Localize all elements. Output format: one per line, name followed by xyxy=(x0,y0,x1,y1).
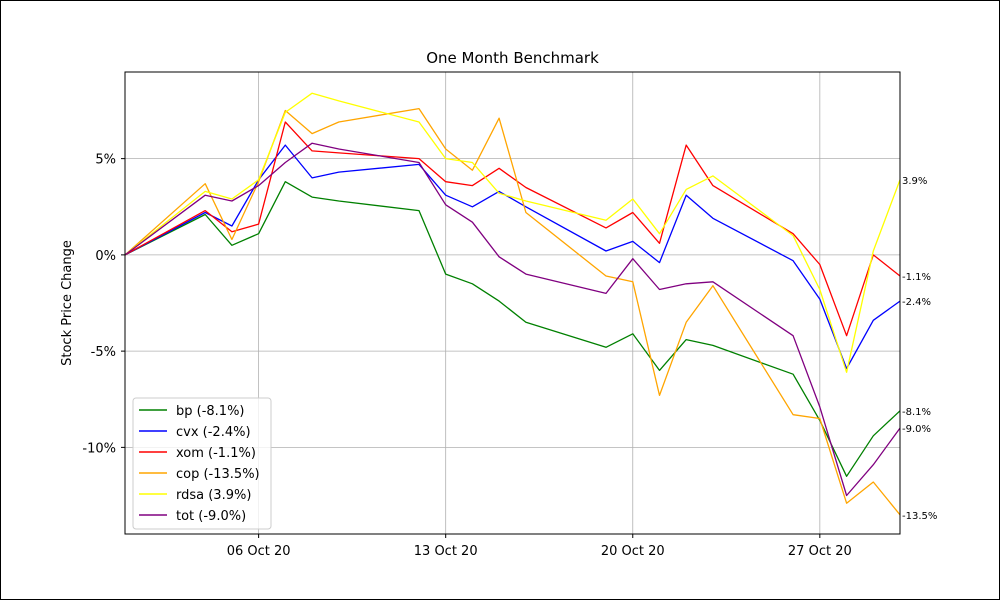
chart-title: One Month Benchmark xyxy=(426,49,599,67)
series-line-5 xyxy=(124,142,901,497)
end-value-label: 3.9% xyxy=(902,176,927,187)
x-tick-label: 06 Oct 20 xyxy=(227,544,291,559)
end-value-label: -13.5% xyxy=(902,511,937,522)
end-value-label: -9.0% xyxy=(902,424,931,435)
end-labels: -8.1% -2.4% -1.1% -13.5% 3.9% -9.0% xyxy=(902,176,937,522)
legend-label: cop (-13.5%) xyxy=(176,467,260,482)
end-value-label: -2.4% xyxy=(902,297,931,308)
legend-label: rdsa (3.9%) xyxy=(176,488,251,503)
y-tick-label: 5% xyxy=(95,153,116,168)
axis-ticks: 06 Oct 20 13 Oct 20 20 Oct 20 27 Oct 20 5% 0%… xyxy=(82,153,851,559)
x-tick-label: 20 Oct 20 xyxy=(601,544,665,559)
legend-label: xom (-1.1%) xyxy=(176,446,256,461)
legend-label: bp (-8.1%) xyxy=(176,404,245,419)
series-line-1 xyxy=(124,144,901,370)
end-value-label: -1.1% xyxy=(902,272,931,283)
legend: bp (-8.1%) cvx (-2.4%) xom (-1.1%) cop (-13… xyxy=(132,397,272,530)
plot-area xyxy=(124,71,901,535)
legend-box xyxy=(132,397,272,530)
end-value-label: -8.1% xyxy=(902,407,931,418)
y-tick-label: -5% xyxy=(91,345,116,360)
y-tick-label: -10% xyxy=(82,441,116,456)
legend-label: tot (-9.0%) xyxy=(176,509,246,524)
y-tick-label: 0% xyxy=(95,249,116,264)
y-axis-label: Stock Price Change xyxy=(60,240,75,366)
x-tick-label: 13 Oct 20 xyxy=(414,544,478,559)
series-lines xyxy=(124,92,901,516)
x-tick-label: 27 Oct 20 xyxy=(788,544,852,559)
series-line-4 xyxy=(124,92,901,373)
series-line-2 xyxy=(124,121,901,337)
series-line-0 xyxy=(124,181,901,477)
legend-label: cvx (-2.4%) xyxy=(176,425,251,440)
